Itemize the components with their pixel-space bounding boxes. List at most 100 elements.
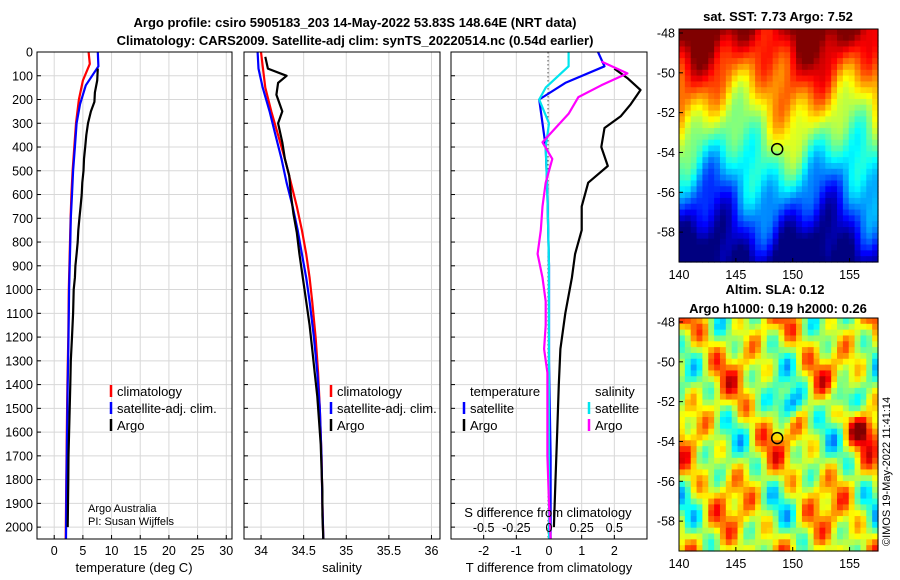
map-cell [796,128,803,135]
map-cell [766,457,774,465]
map-cell [708,504,715,511]
map-cell [725,203,733,211]
map-cell [819,250,826,257]
map-cell [772,516,780,523]
map-cell [708,399,715,406]
map-cell [866,382,873,389]
map-cell [702,492,709,500]
map-cell [719,545,727,552]
map-cell [772,139,780,147]
map-cell [708,227,715,234]
map-cell [702,157,709,164]
map-cell [714,387,721,395]
map-cell [772,469,780,476]
map-cell [796,446,803,453]
map-cell [696,250,704,257]
map-cell [755,162,762,170]
map-cell [872,34,879,42]
y-tick-label: 1900 [5,497,33,511]
map-cell [743,98,750,106]
map-cell [872,411,879,418]
map-cell [837,539,844,546]
map-cell [813,382,821,389]
map-cell [872,29,879,36]
map-cell [772,335,780,342]
legend-climatology-label: climatology [117,384,183,399]
map-cell [819,428,826,436]
map-cell [825,504,832,511]
map-cell [766,58,774,65]
map-cell [760,162,768,170]
map-cell [831,364,838,372]
map-cell [679,110,686,117]
map-cell [708,417,715,424]
map-cell [872,215,879,222]
map-cell [731,238,739,246]
map-cell [737,139,744,147]
map-cell [825,256,832,263]
map-cell [848,486,856,494]
map-cell [702,545,709,552]
map-cell [702,232,709,240]
map-cell [719,250,727,257]
map-cell [760,446,768,453]
map-cell [755,545,762,552]
map-cell [749,116,756,123]
map-cell [801,244,809,251]
map-cell [825,335,832,342]
map-cell [690,475,698,482]
map-cell [719,192,727,199]
map-cell [766,151,774,158]
map-cell [766,428,774,436]
map-cell [731,352,739,360]
map-cell [784,104,791,112]
map-cell [684,469,692,476]
map-cell [807,376,815,383]
map-cell [778,58,785,65]
map-cell [679,58,686,65]
map-cell [784,318,791,325]
map-cell [719,358,727,366]
map-cell [766,504,774,511]
map-cell [708,34,715,42]
map-cell [819,411,826,418]
map-cell [684,63,692,71]
map-cell [813,399,821,406]
map-cell [801,527,809,535]
map-cell [731,399,739,406]
map-cell [766,168,774,176]
map-cell [714,446,721,453]
map-cell [731,29,739,36]
map-cell [831,128,838,135]
map-cell [790,133,797,141]
map-cell [690,63,698,71]
map-cell [679,29,686,36]
map-cell [801,122,809,129]
map-cell [825,352,832,360]
map-cell [825,186,832,193]
legend-salinity-title: salinity [595,384,635,399]
map-cell [772,29,780,36]
map-cell [760,29,768,36]
map-cell [860,162,867,170]
map-cell [796,221,803,228]
map-cell [690,521,698,529]
map-cell [743,180,750,187]
map-cell [860,63,867,71]
map-cell [819,370,826,377]
map-cell [696,63,704,71]
map-cell [801,469,809,476]
map-cell [807,446,815,453]
map-cell [725,221,733,228]
map-cell [842,221,850,228]
map-cell [696,446,704,453]
map-cell [831,34,838,42]
temperature-axes-box [36,51,233,540]
map-cell [784,469,791,476]
map-cell [790,318,797,325]
map-cell [866,58,873,65]
map-cell [755,192,762,199]
map-cell [831,221,838,228]
legend-satellite-clim-label: satellite-adj. clim. [117,401,217,416]
map-cell [772,347,780,354]
